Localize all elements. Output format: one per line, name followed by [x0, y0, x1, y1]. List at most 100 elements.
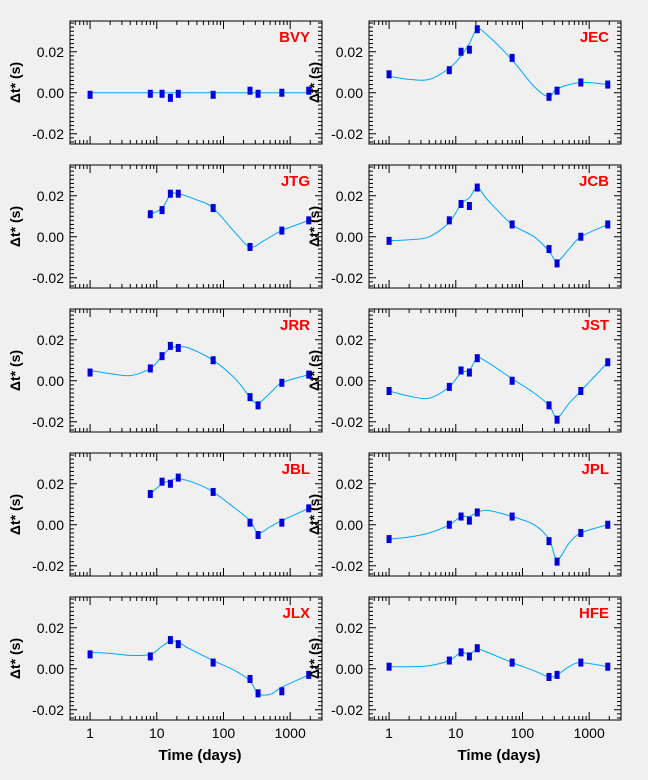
y-tick-label: 0.02: [336, 332, 363, 348]
data-point: [466, 45, 472, 54]
y-tick-label: -0.02: [331, 126, 363, 142]
data-point: [386, 236, 392, 245]
y-tick-label: 0.00: [336, 373, 363, 389]
y-tick-label: 0.00: [37, 373, 64, 389]
panel-bvy: -0.02 0.00 0.02 Δt* (s) BVY: [7, 20, 323, 145]
data-point: [306, 86, 312, 95]
y-axis-label: Δt* (s): [306, 494, 322, 535]
data-point: [554, 415, 560, 424]
x-tick-label: 100: [511, 725, 535, 741]
panel-jlx: -0.02 0.00 0.02 1 10 100 1000 Time (days) Δt* (s…: [7, 596, 323, 764]
y-tick-label: 0.02: [336, 620, 363, 636]
data-point: [167, 189, 173, 198]
data-point: [605, 520, 611, 529]
y-axis-label: Δt* (s): [306, 638, 322, 679]
y-tick-label: 0.02: [336, 44, 363, 60]
data-point: [605, 220, 611, 229]
data-point: [279, 687, 285, 696]
station-label: JST: [581, 317, 609, 334]
data-point: [605, 358, 611, 367]
y-axis-label: Δt* (s): [306, 62, 322, 103]
x-tick-label: 100: [212, 725, 236, 741]
data-point: [458, 648, 464, 657]
data-point: [210, 90, 216, 99]
station-label: JCB: [579, 173, 609, 190]
data-point: [147, 210, 153, 219]
data-point: [446, 216, 452, 225]
panel-jcb: -0.02 0.00 0.02 Δt* (s) JCB: [306, 164, 622, 289]
data-point: [466, 652, 472, 661]
data-point: [87, 650, 93, 659]
y-tick-label: -0.02: [32, 414, 64, 430]
data-point: [546, 92, 552, 101]
data-point: [446, 656, 452, 665]
x-tick-label: 1: [385, 725, 393, 741]
data-point: [306, 670, 312, 679]
data-point: [578, 658, 584, 667]
data-point: [247, 675, 253, 683]
fit-curve: [389, 648, 608, 678]
data-point: [247, 393, 253, 402]
x-tick-label: 1000: [574, 725, 605, 741]
fit-curve: [388, 357, 609, 419]
y-tick-label: -0.02: [331, 414, 363, 430]
data-point: [446, 66, 452, 75]
data-point: [210, 487, 216, 496]
y-tick-label: 0.00: [37, 517, 64, 533]
y-axis-label: Δt* (s): [7, 494, 23, 535]
data-point: [386, 535, 392, 544]
station-label: JLX: [282, 605, 310, 622]
y-tick-label: 0.00: [336, 85, 363, 101]
data-point: [306, 216, 312, 225]
fit-curve: [150, 192, 309, 248]
panel-jbl: -0.02 0.00 0.02 Δt* (s) JBL: [7, 452, 323, 577]
data-point: [167, 341, 173, 350]
data-point: [509, 220, 515, 229]
plot-frame: [69, 20, 323, 145]
y-axis-label: Δt* (s): [7, 62, 23, 103]
data-point: [255, 89, 261, 98]
data-point: [554, 670, 560, 679]
data-point: [167, 93, 173, 102]
station-label: JTG: [281, 173, 310, 190]
data-point: [474, 25, 480, 34]
data-point: [546, 245, 552, 254]
plot-frame: [69, 596, 323, 721]
x-axis-label: Time (days): [457, 747, 540, 764]
data-point: [554, 557, 560, 566]
data-point: [466, 368, 472, 377]
data-point: [578, 387, 584, 395]
y-tick-label: 0.02: [336, 476, 363, 492]
data-point: [578, 528, 584, 537]
data-point: [386, 387, 392, 395]
fit-curve: [389, 28, 608, 98]
plot-frame: [69, 452, 323, 577]
plot-frame: [368, 20, 622, 145]
data-point: [458, 512, 464, 521]
data-point: [386, 70, 392, 79]
data-point: [474, 644, 480, 653]
y-tick-label: 0.02: [37, 188, 64, 204]
station-label: HFE: [579, 605, 609, 622]
data-point: [147, 364, 153, 373]
y-axis-label: Δt* (s): [7, 638, 23, 679]
data-point: [446, 382, 452, 391]
data-point: [87, 368, 93, 377]
data-point: [210, 204, 216, 213]
plot-frame: [368, 596, 622, 721]
data-point: [147, 652, 153, 661]
data-point: [255, 689, 261, 698]
fit-curve: [389, 509, 608, 561]
panel-jrr: -0.02 0.00 0.02 Δt* (s) JRR: [7, 308, 323, 433]
data-point: [306, 504, 312, 513]
data-point: [509, 376, 515, 385]
y-axis-label: Δt* (s): [306, 206, 322, 247]
data-point: [279, 518, 285, 527]
data-point: [175, 89, 181, 98]
y-tick-label: 0.00: [336, 229, 363, 245]
data-point: [605, 80, 611, 89]
data-point: [159, 477, 165, 486]
data-point: [605, 662, 611, 671]
plot-frame: [69, 308, 323, 433]
